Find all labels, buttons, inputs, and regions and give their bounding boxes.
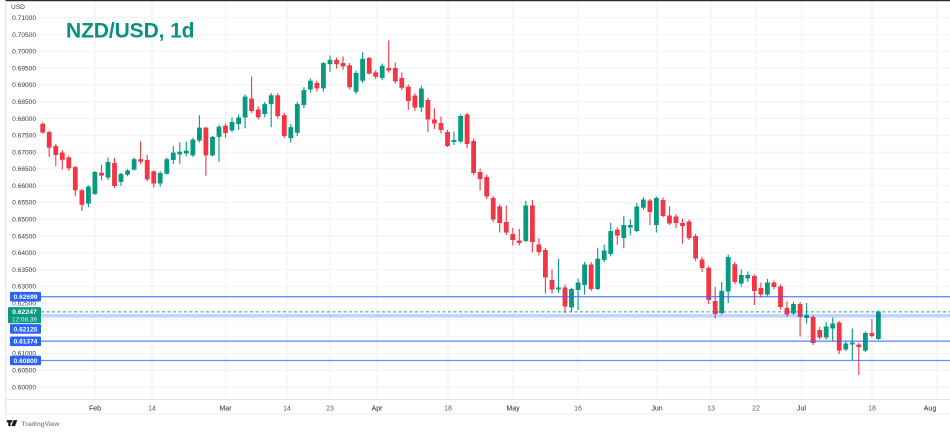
svg-text:0.60000: 0.60000 (12, 384, 36, 391)
svg-text:0.66500: 0.66500 (12, 166, 36, 173)
svg-text:18: 18 (868, 406, 876, 413)
svg-text:0.62247: 0.62247 (12, 309, 37, 316)
svg-text:May: May (506, 406, 520, 413)
svg-text:0.61374: 0.61374 (14, 339, 38, 346)
svg-text:0.64500: 0.64500 (12, 233, 36, 240)
svg-text:0.63500: 0.63500 (12, 267, 36, 274)
svg-text:0.62125: 0.62125 (14, 326, 38, 333)
svg-text:0.71000: 0.71000 (12, 15, 36, 22)
svg-text:0.66000: 0.66000 (12, 183, 36, 190)
svg-text:14: 14 (283, 406, 291, 413)
svg-text:0.63000: 0.63000 (12, 284, 36, 291)
svg-text:NZD/USD, 1d: NZD/USD, 1d (66, 20, 194, 43)
svg-text:0.62699: 0.62699 (14, 294, 38, 301)
svg-text:12:08:39: 12:08:39 (12, 317, 37, 324)
svg-text:0.69500: 0.69500 (12, 65, 36, 72)
svg-text:0.64000: 0.64000 (12, 250, 36, 257)
svg-text:23: 23 (326, 406, 334, 413)
svg-text:0.67500: 0.67500 (12, 133, 36, 140)
svg-text:Aug: Aug (924, 406, 937, 413)
svg-text:Apr: Apr (372, 406, 384, 413)
svg-text:0.68000: 0.68000 (12, 116, 36, 123)
svg-text:0.70500: 0.70500 (12, 32, 36, 39)
svg-text:Jul: Jul (797, 406, 806, 413)
svg-text:0.67000: 0.67000 (12, 149, 36, 156)
svg-text:Feb: Feb (89, 406, 101, 413)
svg-text:0.60500: 0.60500 (12, 368, 36, 375)
svg-text:TradingView: TradingView (22, 421, 61, 428)
svg-text:0.68500: 0.68500 (12, 99, 36, 106)
svg-text:0.61000: 0.61000 (12, 351, 36, 358)
svg-text:0.70000: 0.70000 (12, 49, 36, 56)
svg-text:0.65000: 0.65000 (12, 217, 36, 224)
svg-text:Mar: Mar (219, 406, 232, 413)
svg-text:18: 18 (444, 406, 452, 413)
svg-text:14: 14 (148, 406, 156, 413)
svg-text:USD: USD (11, 4, 25, 11)
svg-text:0.62500: 0.62500 (12, 300, 36, 307)
svg-text:0.65500: 0.65500 (12, 200, 36, 207)
svg-text:0.60800: 0.60800 (14, 358, 38, 365)
svg-text:16: 16 (574, 406, 582, 413)
svg-text:13: 13 (707, 406, 715, 413)
svg-text:Jun: Jun (651, 406, 662, 413)
svg-text:0.69000: 0.69000 (12, 82, 36, 89)
svg-text:22: 22 (752, 406, 760, 413)
